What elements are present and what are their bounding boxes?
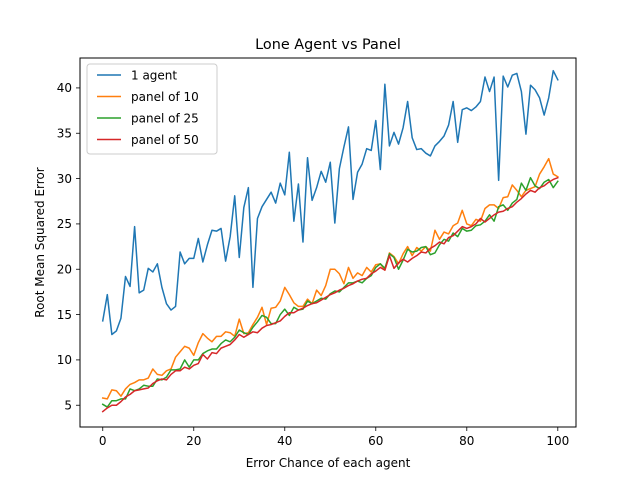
x-tick-label: 100 [546,434,569,448]
x-tick-label: 20 [186,434,201,448]
y-tick-label: 40 [57,81,72,95]
legend-label-3: panel of 25 [131,111,199,125]
y-tick-label: 10 [57,353,72,367]
series-line-4 [101,176,559,413]
y-tick-label: 35 [57,127,72,141]
y-tick-label: 25 [57,217,72,231]
x-tick-label: 80 [459,434,474,448]
y-axis-label: Root Mean Squared Error [33,167,47,318]
x-axis-label: Error Chance of each agent [246,456,411,470]
legend: 1 agent panel of 10 panel of 25 panel of 50 [86,63,218,155]
y-axis: 5 10 15 20 25 30 35 40 [57,81,80,413]
y-tick-label: 15 [57,308,72,322]
plot-frame [79,57,577,428]
series-layer [101,69,559,413]
y-tick-label: 5 [64,399,72,413]
x-tick-label: 40 [277,434,292,448]
x-tick-label: 0 [99,434,107,448]
legend-label-2: panel of 10 [131,90,199,104]
legend-label-4: panel of 50 [131,133,199,147]
series-line-2 [101,157,559,400]
x-axis: 0 20 40 60 80 100 [99,427,569,448]
y-tick-label: 30 [57,172,72,186]
legend-box [86,63,218,155]
series-line-1 [101,69,559,336]
y-tick-label: 20 [57,263,72,277]
legend-label-1: 1 agent [131,68,177,82]
chart-title: Lone Agent vs Panel [255,37,401,53]
series-line-3 [101,176,559,408]
x-tick-label: 60 [368,434,383,448]
